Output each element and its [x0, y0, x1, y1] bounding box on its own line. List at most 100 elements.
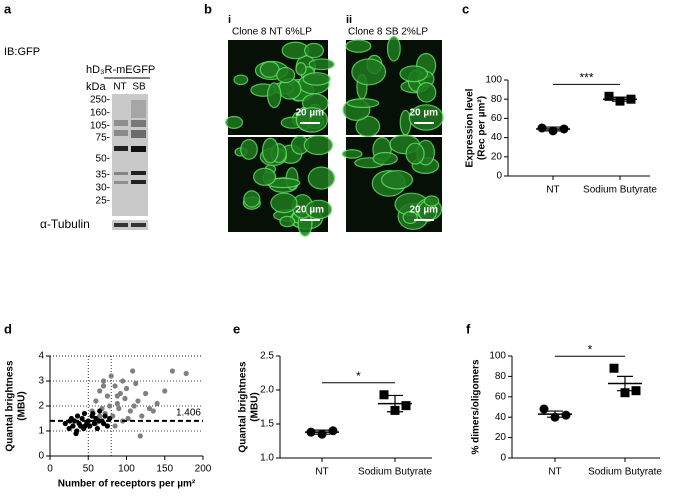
y-tick-label: 60 [491, 113, 503, 124]
x-tick-label: NT [546, 185, 559, 196]
data-point [87, 423, 93, 429]
y-tick-label: 40 [495, 412, 507, 423]
cell [253, 167, 277, 186]
y-axis-label: (MBU) [250, 392, 261, 421]
data-point [116, 405, 122, 412]
y-tick-label: 1 [38, 426, 44, 437]
cell [279, 215, 296, 228]
data-point [104, 393, 110, 399]
x-tick-label: 200 [195, 464, 212, 475]
cell [386, 35, 401, 62]
panel-letter: c [462, 1, 469, 16]
cell [416, 82, 437, 103]
data-point [112, 423, 118, 429]
y-tick-label: 1.0 [260, 453, 274, 464]
data-point [137, 433, 143, 439]
data-point [133, 380, 139, 387]
data-point [401, 401, 411, 411]
y-axis-label: Quantal brightness [238, 361, 249, 453]
x-tick-label: Sodium Butyrate [588, 467, 662, 478]
data-point [328, 426, 338, 436]
loading-control-label: α-Tubulin [40, 217, 90, 231]
cell [399, 65, 429, 83]
data-point [108, 373, 114, 379]
mw-marker: 75- [96, 133, 110, 144]
panel-letter: f [466, 321, 471, 336]
cell [261, 137, 279, 164]
data-point [561, 410, 571, 420]
mw-marker: 50- [96, 154, 110, 165]
data-point [74, 413, 81, 419]
error-bar [314, 429, 330, 435]
data-point [139, 413, 145, 419]
data-point [94, 425, 101, 432]
y-tick-label: 20 [491, 151, 503, 162]
x-tick-label: Sodium Butyrate [358, 467, 432, 478]
x-tick-label: 150 [156, 464, 173, 475]
data-point [183, 370, 189, 377]
scale-bar-label: 20 µm [295, 205, 324, 216]
image-caption: Clone 8 NT 6%LP [232, 27, 312, 38]
error-bar [547, 410, 563, 418]
probe-label: IB:GFP [4, 46, 40, 58]
data-point [97, 413, 103, 419]
y-tick-label: 2.0 [260, 385, 274, 396]
blot-bands [114, 100, 146, 184]
panel-letter: b [204, 1, 212, 16]
data-point [379, 390, 389, 400]
lane-label: NT [113, 82, 126, 93]
x-axis-label: Number of receptors per µm² [58, 479, 196, 490]
data-point [143, 390, 149, 397]
data-point [107, 415, 113, 422]
y-axis-label: Expression level [465, 88, 476, 167]
mw-marker: 30- [96, 183, 110, 194]
data-point [93, 398, 99, 404]
cell [351, 58, 387, 86]
x-tick-label: Sodium Butyrate [583, 185, 657, 196]
mw-marker: 25- [96, 196, 110, 207]
image-caption: Clone 8 SB 2%LP [348, 27, 428, 38]
cell [302, 72, 331, 86]
data-point [100, 420, 107, 427]
error-bar [387, 394, 403, 413]
mw-marker: 105- [90, 121, 110, 132]
x-tick-label: 100 [118, 464, 135, 475]
scale-bar-label: 20 µm [409, 205, 438, 216]
data-point [609, 363, 619, 373]
error-bar [545, 126, 561, 132]
y-tick-label: 3 [38, 376, 44, 387]
data-point [66, 425, 72, 432]
y-tick-label: 2.5 [260, 351, 274, 362]
data-point [154, 400, 160, 407]
data-point [114, 400, 120, 407]
y-tick-label: 40 [491, 132, 503, 143]
blot-membrane [112, 94, 148, 216]
significance-label: *** [579, 70, 593, 84]
y-tick-label: 0 [500, 453, 506, 464]
error-bar [612, 96, 628, 102]
data-point [85, 418, 91, 424]
cell [266, 82, 282, 109]
data-point [604, 91, 614, 101]
data-point [90, 410, 96, 417]
y-tick-label: 100 [485, 75, 502, 86]
cell [295, 107, 329, 133]
cell [276, 66, 296, 84]
cell [270, 192, 298, 214]
data-point [112, 383, 118, 389]
y-axis-label: Quantal brightness [5, 360, 16, 452]
y-tick-label: 80 [491, 94, 503, 105]
data-point [123, 385, 130, 392]
cell [380, 170, 414, 190]
micrographs: 20 µm 20 µm 20 µm 20 µm [224, 35, 444, 237]
y-tick-label: 4 [38, 351, 44, 362]
mean-line-label: 1.406 [176, 407, 201, 418]
data-point [62, 420, 68, 427]
data-point [79, 415, 85, 422]
data-point [91, 420, 97, 427]
y-tick-label: 0 [496, 171, 502, 182]
y-tick-label: 100 [489, 351, 506, 362]
tubulin-band [131, 223, 146, 227]
y-tick-label: 80 [495, 371, 507, 382]
panel-letter: a [4, 1, 12, 16]
